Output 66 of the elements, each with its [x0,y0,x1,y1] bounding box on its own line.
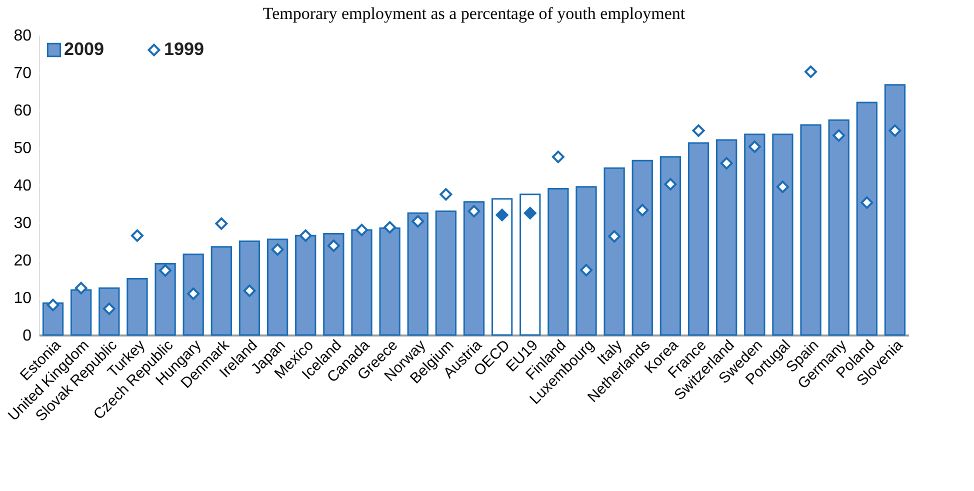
bar [98,287,120,336]
bar [772,134,794,336]
point [496,208,508,222]
bar [407,212,428,336]
point [748,140,761,153]
y-tick-label: 60 [14,102,32,120]
y-tick-label: 80 [14,28,32,44]
point [412,215,424,228]
bar [660,156,682,336]
point [832,129,846,142]
bar [884,84,906,336]
point [271,243,284,256]
bar [576,186,597,336]
point [804,66,818,78]
bar [435,210,457,336]
point [468,205,480,218]
point [524,206,536,220]
point [860,196,874,209]
point [215,217,228,230]
point [580,264,592,276]
bar [154,263,176,336]
bar [856,102,878,336]
legend-label: 1999 [164,39,204,59]
point [608,230,621,243]
point [664,178,677,190]
point [552,150,564,164]
point [159,264,172,277]
y-tick-label: 50 [14,140,32,157]
point [327,240,340,252]
bar [744,134,766,336]
y-tick-label: 70 [14,65,32,82]
bar [238,240,260,336]
bar [632,160,653,336]
y-tick-label: 30 [14,215,32,232]
point [692,124,705,137]
point [384,221,396,234]
point [299,229,312,242]
bar [828,119,850,336]
y-tick-label: 20 [14,252,32,270]
point [636,204,649,216]
point [243,284,256,297]
bar [182,254,204,336]
bar [688,142,710,336]
point [440,188,452,201]
y-tick-label: 40 [14,178,32,194]
bar [463,201,485,336]
bar [716,139,738,336]
y-tick-label: 0 [22,328,32,344]
bar [210,246,232,336]
chart-title: Temporary employment as a percentage of youth employment [262,4,686,23]
point [888,124,902,137]
point [130,229,144,242]
y-tick-label: 10 [14,290,32,307]
point [720,157,733,170]
point [356,224,368,236]
bar [323,233,344,336]
legend-label: 2009 [64,39,104,59]
point [187,288,200,300]
point [74,282,88,294]
point [46,298,60,312]
point [776,180,789,194]
bar [800,124,822,336]
bar [604,167,625,336]
bar [126,278,148,336]
bar [266,238,288,336]
bar [548,188,569,336]
